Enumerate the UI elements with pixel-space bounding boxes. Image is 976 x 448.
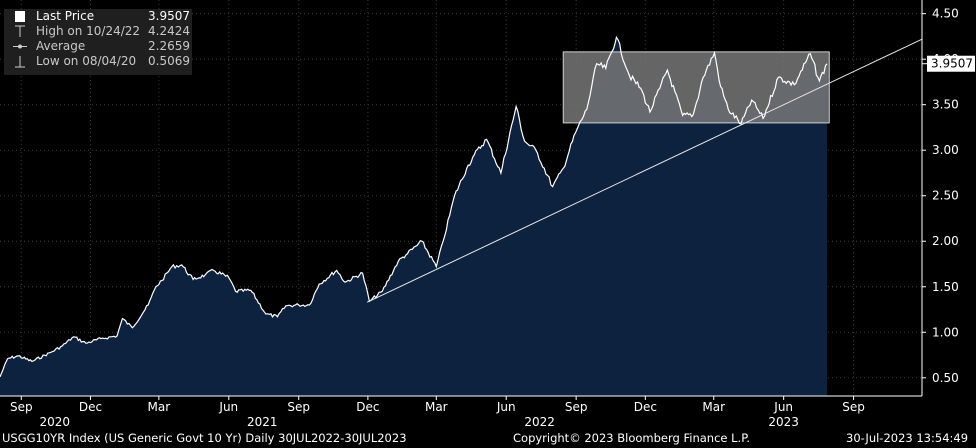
- x-month-label: Jun: [218, 400, 238, 414]
- footer-ticker: USGG10YR Index (US Generic Govt 10 Yr) D…: [2, 431, 407, 445]
- x-month-label: Dec: [79, 400, 102, 414]
- legend-row-high: High on 10/24/22 4.2424: [4, 24, 192, 39]
- x-month-label: Dec: [634, 400, 657, 414]
- low-marker-icon: [15, 56, 25, 68]
- legend-label: Average: [36, 39, 86, 53]
- x-year-label: 2023: [768, 415, 799, 429]
- y-tick-label: 2.50: [932, 189, 959, 203]
- y-tick-label: 4.50: [932, 7, 959, 21]
- legend-label: High on 10/24/22: [36, 24, 141, 38]
- footer-timestamp: 30-Jul-2023 13:54:49: [846, 431, 969, 445]
- x-month-label: Sep: [10, 400, 33, 414]
- legend-value: 4.2424: [148, 24, 190, 38]
- footer-copyright: Copyright© 2023 Bloomberg Finance L.P.: [513, 431, 750, 445]
- x-month-label: Dec: [356, 400, 379, 414]
- y-tick-label: 0.50: [932, 371, 959, 385]
- y-tick-label: 3.00: [932, 143, 959, 157]
- y-tick-label: 1.00: [932, 325, 959, 339]
- series-area-fill: [0, 37, 827, 397]
- y-tick-label: 1.50: [932, 280, 959, 294]
- x-month-label: Mar: [425, 400, 448, 414]
- last-price-label-box: [927, 55, 975, 72]
- legend-label: Low on 08/04/20: [36, 54, 137, 68]
- legend-row-last-price: Last Price 3.9507: [4, 9, 192, 24]
- x-month-label: Mar: [148, 400, 171, 414]
- high-marker-icon: [15, 25, 25, 37]
- x-month-label: Sep: [565, 400, 588, 414]
- x-month-label: Sep: [287, 400, 310, 414]
- tick-labels: 0.501.001.502.002.503.003.504.004.50SepD…: [10, 7, 975, 429]
- axes: [0, 0, 927, 400]
- trendline: [366, 38, 923, 303]
- legend-row-low: Low on 08/04/20 0.5069: [4, 54, 192, 69]
- x-month-label: Sep: [842, 400, 865, 414]
- x-month-label: Mar: [702, 400, 725, 414]
- legend-row-average: Average 2.2659: [4, 39, 192, 54]
- square-icon: [15, 11, 25, 22]
- series-line: [0, 35, 828, 378]
- legend-value: 3.9507: [148, 9, 190, 23]
- range-box: [562, 51, 830, 124]
- average-marker-icon: [13, 44, 27, 49]
- legend-value: 2.2659: [148, 39, 190, 53]
- y-tick-label: 2.00: [932, 234, 959, 248]
- legend: Last Price 3.9507 High on 10/24/22 4.242…: [4, 9, 192, 75]
- x-year-label: 2020: [39, 415, 70, 429]
- y-tick-label: 3.50: [932, 98, 959, 112]
- x-year-label: 2022: [524, 415, 555, 429]
- legend-label: Last Price: [36, 9, 95, 23]
- x-month-label: Jun: [496, 400, 516, 414]
- legend-value: 0.5069: [148, 54, 190, 68]
- x-year-label: 2021: [247, 415, 278, 429]
- last-price-label: 3.9507: [931, 57, 973, 71]
- x-month-label: Jun: [773, 400, 793, 414]
